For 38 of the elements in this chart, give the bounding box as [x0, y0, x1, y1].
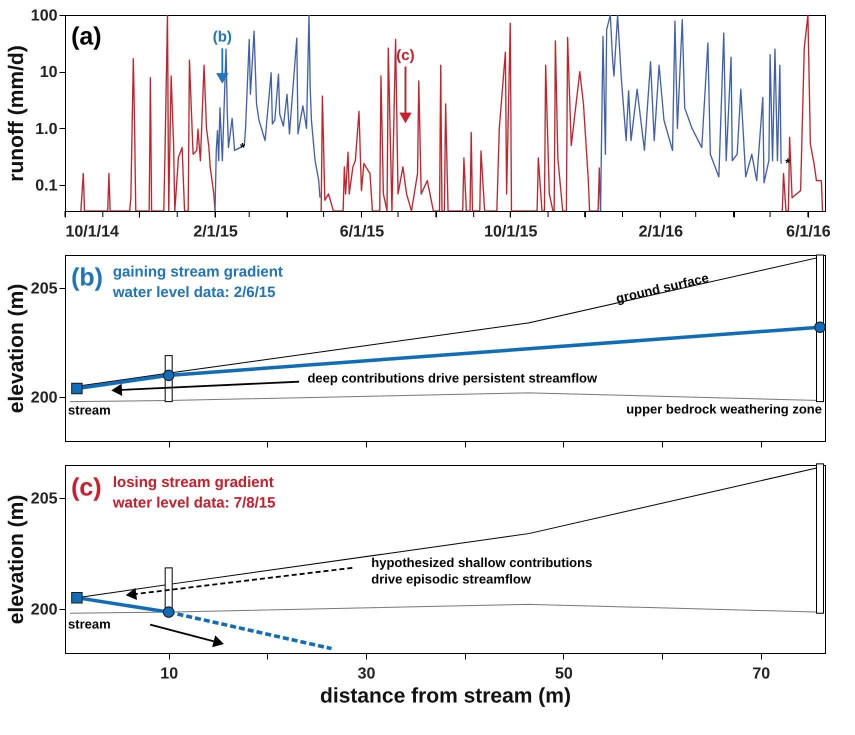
x-tick-label: 2/1/15 — [193, 224, 238, 240]
x-tick-label: 30 — [358, 666, 376, 682]
y-tick-label: 200 — [30, 601, 58, 618]
annotation: water level data: 2/6/15 — [112, 284, 276, 302]
annotation: (c) — [396, 47, 415, 64]
x-tick-label: 10/1/15 — [484, 224, 538, 240]
annotation: (b) — [212, 28, 232, 46]
x-tick-label: 10/1/14 — [66, 224, 119, 240]
x-tick-label: 2/1/16 — [638, 224, 684, 240]
annotation: losing stream gradient — [112, 474, 274, 491]
x-tick-label: 50 — [555, 666, 573, 682]
y-axis-title: elevation (m) — [4, 494, 28, 624]
x-tick-label: 6/1/16 — [786, 224, 831, 240]
annotation: (b) — [71, 263, 103, 292]
annotation: stream — [68, 616, 111, 632]
annotation: drive episodic streamflow — [371, 571, 532, 586]
y-tick-label: 10 — [40, 64, 58, 82]
y-tick-label: 1.0 — [35, 120, 58, 138]
y-tick-label: 100 — [30, 8, 58, 24]
y-tick-label: 0.1 — [35, 178, 58, 195]
annotation: (c) — [71, 474, 102, 502]
x-axis-title: distance from stream (m) — [320, 684, 571, 708]
y-axis-title: runoff (mm/d) — [4, 45, 28, 182]
annotation: water level data: 7/8/15 — [112, 494, 276, 512]
y-tick-label: 200 — [30, 390, 58, 407]
annotation: hypothesized shallow contributions — [371, 554, 592, 570]
y-axis-title: elevation (m) — [4, 284, 28, 414]
annotation: stream — [68, 402, 111, 418]
x-tick-label: 70 — [752, 666, 770, 682]
annotation: gaining stream gradient — [112, 264, 283, 281]
x-tick-label: 6/1/15 — [340, 224, 384, 240]
y-tick-label: 205 — [30, 280, 58, 298]
annotation: upper bedrock weathering zone — [626, 401, 822, 416]
annotation: (a) — [71, 22, 102, 51]
x-tick-label: 10 — [160, 666, 178, 682]
annotation: ground surface — [614, 270, 710, 306]
annotation: deep contributions drive persistent streamflow — [307, 370, 598, 386]
y-tick-label: 205 — [30, 490, 58, 508]
